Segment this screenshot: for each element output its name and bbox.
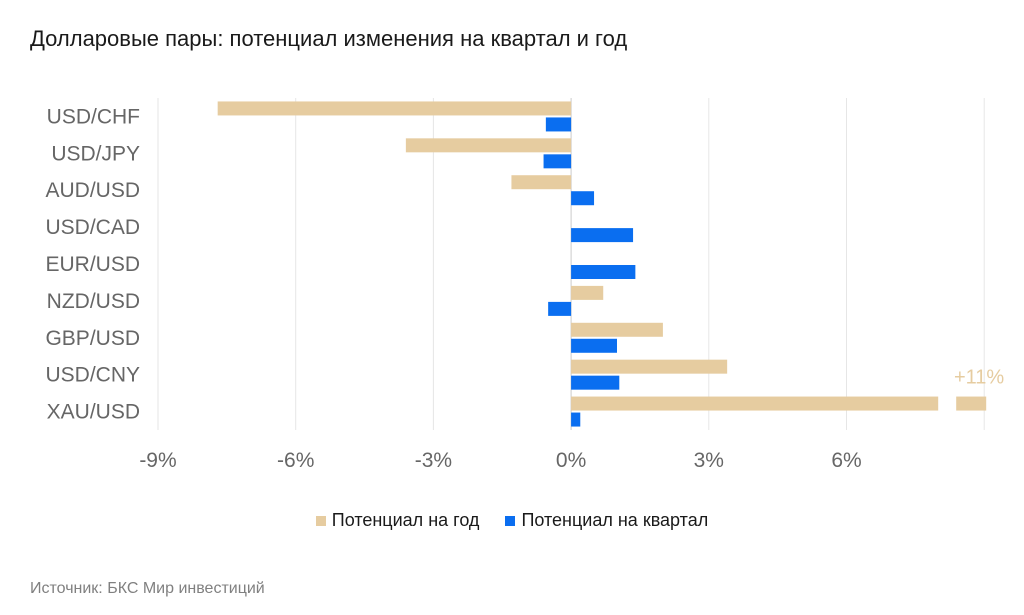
legend-label-quarter: Потенциал на квартал (521, 510, 709, 530)
bar-year (571, 285, 604, 300)
x-tick-label: 0% (556, 449, 586, 472)
x-tick-label: 3% (694, 449, 724, 472)
bar-quarter (571, 191, 595, 206)
bar-quarter (571, 338, 617, 353)
bar-year (511, 175, 572, 190)
category-label: USD/CNY (45, 364, 140, 387)
legend: Потенциал на год Потенциал на квартал (0, 510, 1024, 531)
legend-item-quarter: Потенциал на квартал (505, 510, 708, 531)
source-note: Источник: БКС Мир инвестиций (30, 580, 265, 597)
bar-year-continued (956, 396, 987, 411)
bar-year (571, 322, 663, 337)
bar-annotation: +11% (954, 367, 1004, 389)
x-tick-label: 6% (831, 449, 861, 472)
legend-item-year: Потенциал на год (315, 510, 480, 531)
category-label: USD/CAD (45, 216, 140, 239)
bar-year (405, 138, 572, 153)
bar-quarter (545, 117, 572, 132)
bar-quarter (548, 301, 572, 316)
category-label: USD/JPY (51, 142, 140, 165)
legend-swatch-year (315, 515, 326, 526)
category-label: AUD/USD (45, 179, 140, 202)
chart-title: Долларовые пары: потенциал изменения на … (30, 26, 628, 51)
bar-quarter (571, 412, 581, 427)
bar-quarter (571, 228, 634, 243)
x-tick-label: -6% (277, 449, 314, 472)
legend-swatch-quarter (505, 515, 516, 526)
bar-year (571, 359, 728, 374)
bar-quarter (543, 154, 572, 169)
bar-year (571, 396, 939, 411)
category-label: NZD/USD (47, 290, 140, 313)
bar-quarter (571, 375, 620, 390)
bar-year (217, 101, 572, 116)
category-label: GBP/USD (45, 327, 140, 350)
category-label: USD/CHF (47, 105, 140, 128)
category-label: EUR/USD (45, 253, 140, 276)
x-tick-label: -9% (139, 449, 176, 472)
bar-chart: -9% -6% -3% 0% 3% 6% USD/CHF USD/JPY AUD/USD USD/… (45, 98, 1004, 472)
x-tick-label: -3% (415, 449, 452, 472)
bar-quarter (571, 265, 636, 279)
category-label: XAU/USD (47, 401, 140, 424)
legend-label-year: Потенциал на год (331, 510, 480, 530)
